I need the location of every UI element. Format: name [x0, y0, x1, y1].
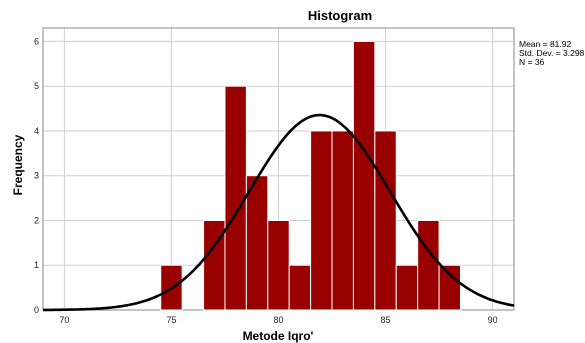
chart-title: Histogram [308, 8, 372, 23]
stats-box: Mean = 81.92 Std. Dev. = 3.298 N = 36 [519, 39, 585, 67]
normal-curve [43, 113, 515, 312]
x-tick-label: 85 [381, 315, 391, 325]
histogram-bar [310, 130, 333, 311]
stat-mean: Mean = 81.92 [519, 39, 571, 49]
x-axis-label: Metode Iqro' [243, 329, 314, 343]
y-tick-label: 4 [34, 126, 39, 136]
x-tick-label: 70 [59, 315, 69, 325]
histogram-bar [438, 264, 461, 311]
histogram-bar [374, 130, 397, 311]
y-tick-label: 1 [34, 260, 39, 270]
y-axis-label: Frequency [11, 134, 25, 195]
x-tick-label: 80 [273, 315, 283, 325]
histogram-bar [245, 175, 269, 311]
histogram-bar [352, 40, 376, 311]
y-tick-label: 0 [34, 305, 39, 315]
histogram-bar [417, 219, 440, 311]
stat-n: N = 36 [519, 57, 545, 67]
histogram-bar [288, 264, 312, 311]
y-tick-label: 6 [34, 36, 39, 46]
gridlines [43, 28, 514, 311]
histogram-bar [331, 130, 354, 311]
y-axis-ticks: 0 1 2 3 4 5 6 [34, 36, 39, 315]
y-tick-label: 2 [34, 215, 39, 225]
histogram-bar [224, 85, 247, 311]
x-axis-ticks: 70 75 80 85 90 [59, 315, 497, 325]
y-tick-label: 3 [34, 171, 39, 181]
histogram-bar [267, 219, 290, 311]
x-tick-label: 75 [166, 315, 176, 325]
stat-std-dev: Std. Dev. = 3.298 [519, 48, 585, 58]
y-tick-label: 5 [34, 81, 39, 91]
histogram-bar [395, 264, 419, 311]
x-tick-label: 90 [488, 315, 498, 325]
